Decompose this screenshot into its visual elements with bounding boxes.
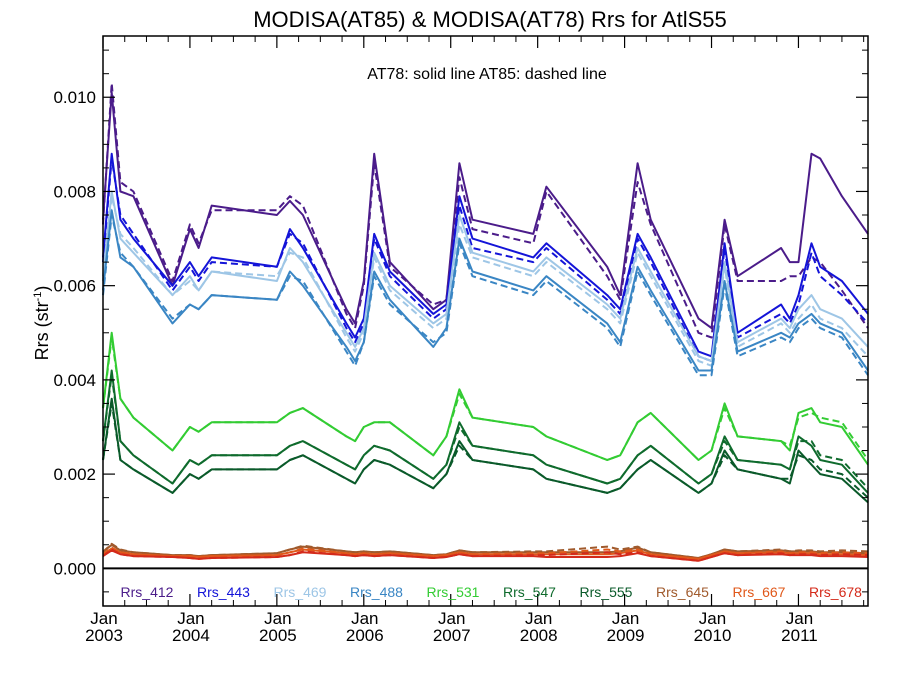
series-line-Rrs_547-solid [102, 369, 869, 494]
y-tick-label: 0.002 [53, 465, 96, 484]
series-line-Rrs_531-dashed [102, 336, 869, 461]
y-axis-label: Rrs (str-1) [32, 286, 52, 361]
chart-title: MODISA(AT85) & MODISA(AT78) Rrs for AtlS… [253, 7, 727, 32]
legend-label-Rrs_488: Rrs_488 [350, 584, 403, 600]
legend-label-Rrs_667: Rrs_667 [733, 584, 786, 600]
series-line-Rrs_488-solid [102, 209, 869, 372]
legend-label-Rrs_678: Rrs_678 [809, 584, 862, 600]
series-line-Rrs_443-dashed [102, 157, 869, 362]
series-line-Rrs_469-solid [102, 190, 869, 362]
y-axis-label-superscript: -1 [32, 292, 44, 302]
x-tick-label-month: Jan [438, 609, 465, 628]
x-tick-label-month: Jan [264, 609, 291, 628]
axes: 0.0000.0020.0040.0060.0080.010Jan2003Jan… [53, 35, 869, 645]
x-tick-label-year: 2008 [520, 626, 558, 645]
series-line-Rrs_488-dashed [102, 214, 869, 377]
x-tick-label-year: 2010 [694, 626, 732, 645]
y-axis-label-main: Rrs (str [32, 301, 52, 360]
y-tick-label: 0.006 [53, 277, 96, 296]
series-line-Rrs_412-solid [102, 91, 869, 330]
x-tick-label-year: 2009 [607, 626, 645, 645]
x-tick-label-month: Jan [699, 609, 726, 628]
legend-label-Rrs_547: Rrs_547 [503, 584, 556, 600]
y-tick-label: 0.000 [53, 559, 96, 578]
series-line-Rrs_555-solid [102, 397, 869, 504]
series-line-Rrs_555-dashed [102, 402, 869, 499]
series-line-Rrs_443-solid [102, 152, 869, 358]
y-tick-label: 0.010 [53, 88, 96, 107]
plot-lines [102, 82, 869, 562]
chart-annotation: AT78: solid line AT85: dashed line [367, 66, 607, 83]
legend-label-Rrs_469: Rrs_469 [274, 584, 327, 600]
legend-label-Rrs_443: Rrs_443 [197, 584, 250, 600]
series-line-Rrs_412-dashed [102, 82, 869, 339]
x-tick-label-year: 2007 [433, 626, 471, 645]
x-tick-label-month: Jan [786, 609, 813, 628]
x-tick-label-month: Jan [90, 609, 117, 628]
svg-text:Rrs (str-1): Rrs (str-1) [32, 286, 52, 361]
x-tick-label-month: Jan [525, 609, 552, 628]
x-tick-label-year: 2003 [85, 626, 123, 645]
legend-label-Rrs_531: Rrs_531 [427, 584, 480, 600]
x-tick-label-month: Jan [612, 609, 639, 628]
x-tick-label-year: 2006 [346, 626, 384, 645]
y-axis-label-close: ) [32, 286, 52, 292]
series-line-Rrs_531-solid [102, 331, 869, 466]
y-tick-label: 0.008 [53, 182, 96, 201]
legend-label-Rrs_645: Rrs_645 [656, 584, 709, 600]
series-line-Rrs_678-dashed [102, 548, 869, 562]
plot-frame [102, 35, 869, 607]
x-tick-label-year: 2004 [172, 626, 210, 645]
series-line-Rrs_547-dashed [102, 374, 869, 489]
legend-label-Rrs_412: Rrs_412 [121, 584, 174, 600]
x-tick-label-year: 2005 [259, 626, 297, 645]
x-tick-label-month: Jan [177, 609, 204, 628]
y-tick-label: 0.004 [53, 371, 96, 390]
legend: Rrs_412 Rrs_443 Rrs_469 Rrs_488 Rrs_531 Rrs_5… [121, 584, 863, 600]
x-tick-label-month: Jan [351, 609, 378, 628]
series-line-Rrs_667-dashed [102, 546, 869, 560]
series-line-Rrs_469-dashed [102, 195, 869, 367]
x-tick-label-year: 2011 [781, 626, 818, 645]
legend-label-Rrs_555: Rrs_555 [580, 584, 633, 600]
